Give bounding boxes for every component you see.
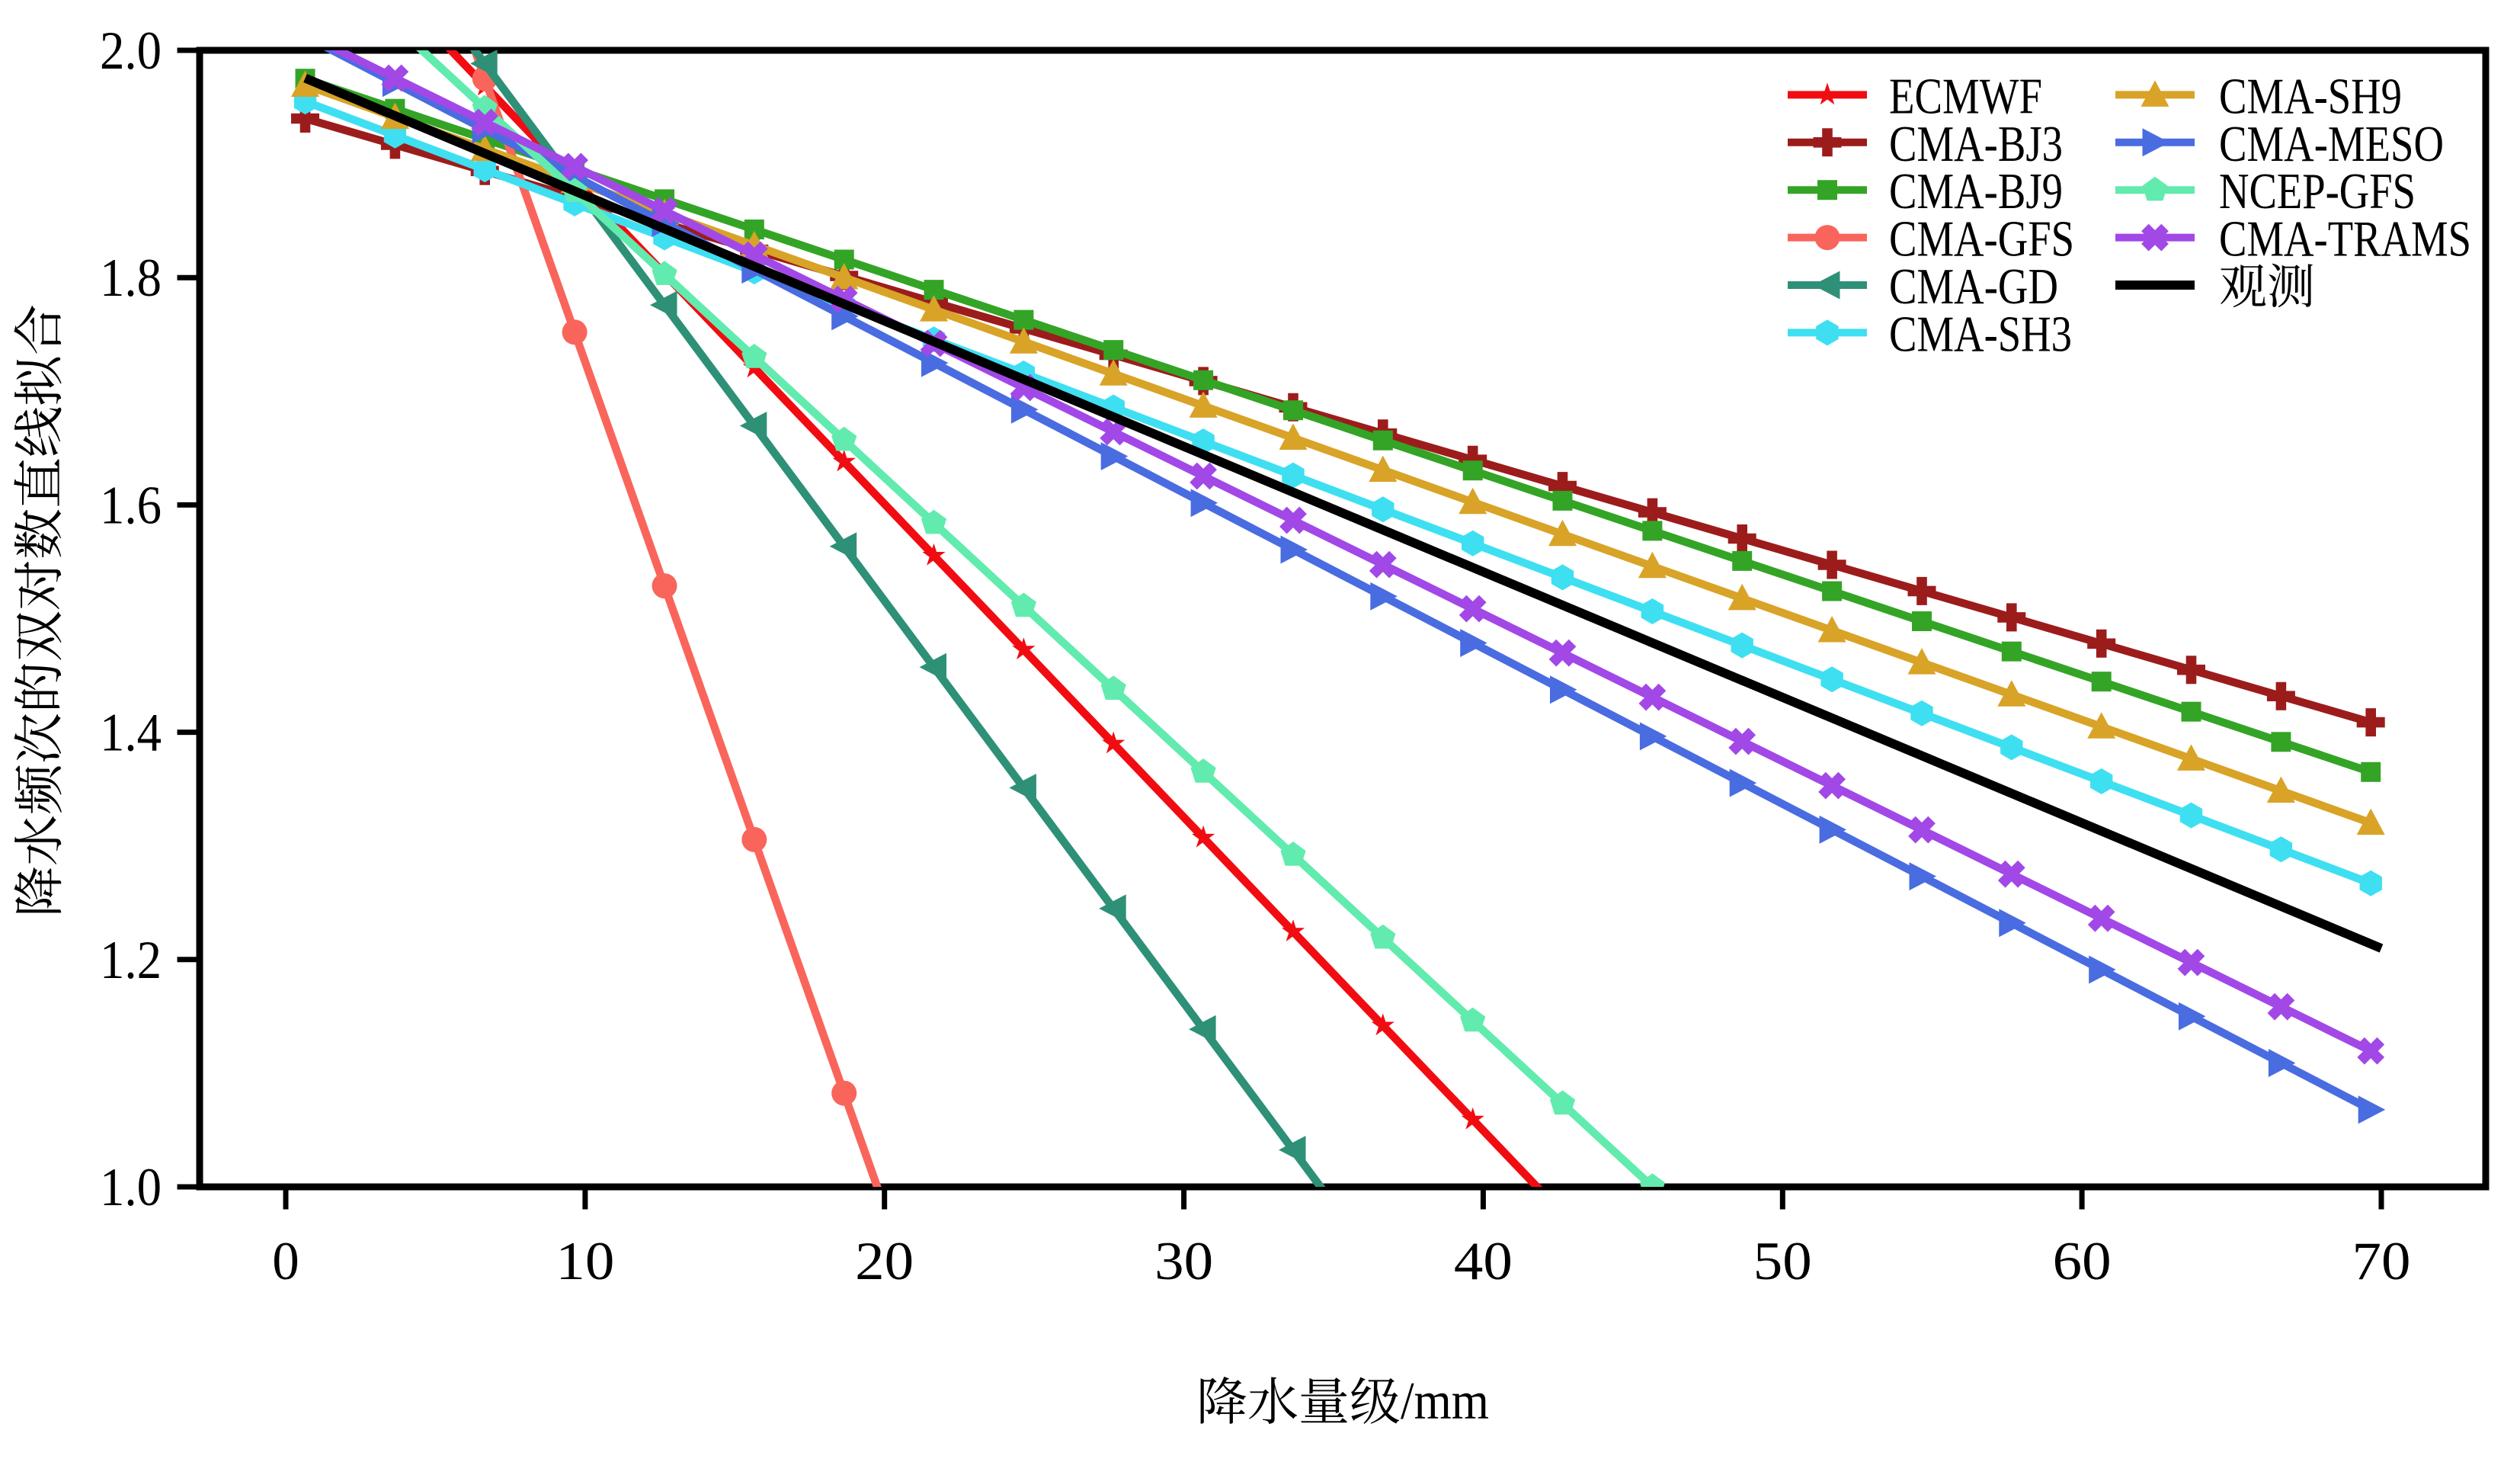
svg-text:70: 70 (2352, 1232, 2411, 1291)
svg-text:1.6: 1.6 (100, 476, 162, 535)
svg-text:NCEP-GFS: NCEP-GFS (2219, 163, 2416, 220)
svg-text:CMA-BJ3: CMA-BJ3 (1889, 116, 2063, 172)
svg-text:CMA-GFS: CMA-GFS (1889, 211, 2074, 268)
svg-text:30: 30 (1154, 1232, 1213, 1291)
svg-text:40: 40 (1454, 1232, 1513, 1291)
svg-text:20: 20 (855, 1232, 914, 1291)
svg-text:ECMWF: ECMWF (1889, 68, 2042, 124)
svg-text:10: 10 (556, 1232, 614, 1291)
svg-text:CMA-SH3: CMA-SH3 (1889, 306, 2072, 362)
svg-text:1.2: 1.2 (100, 931, 162, 990)
svg-text:0: 0 (272, 1232, 299, 1291)
svg-text:50: 50 (1753, 1232, 1812, 1291)
svg-text:/mm: /mm (1401, 1372, 1489, 1431)
svg-text:CMA-TRAMS: CMA-TRAMS (2219, 211, 2471, 268)
svg-text:CMA-MESO: CMA-MESO (2219, 116, 2444, 172)
svg-text:1.4: 1.4 (100, 704, 162, 763)
svg-text:1.8: 1.8 (100, 249, 162, 308)
svg-text:CMA-SH9: CMA-SH9 (2219, 68, 2402, 124)
svg-text:1.0: 1.0 (100, 1158, 162, 1217)
svg-text:2.0: 2.0 (100, 21, 162, 81)
svg-text:CMA-BJ9: CMA-BJ9 (1889, 163, 2063, 220)
svg-text:60: 60 (2053, 1232, 2112, 1291)
svg-text:CMA-GD: CMA-GD (1889, 258, 2058, 315)
